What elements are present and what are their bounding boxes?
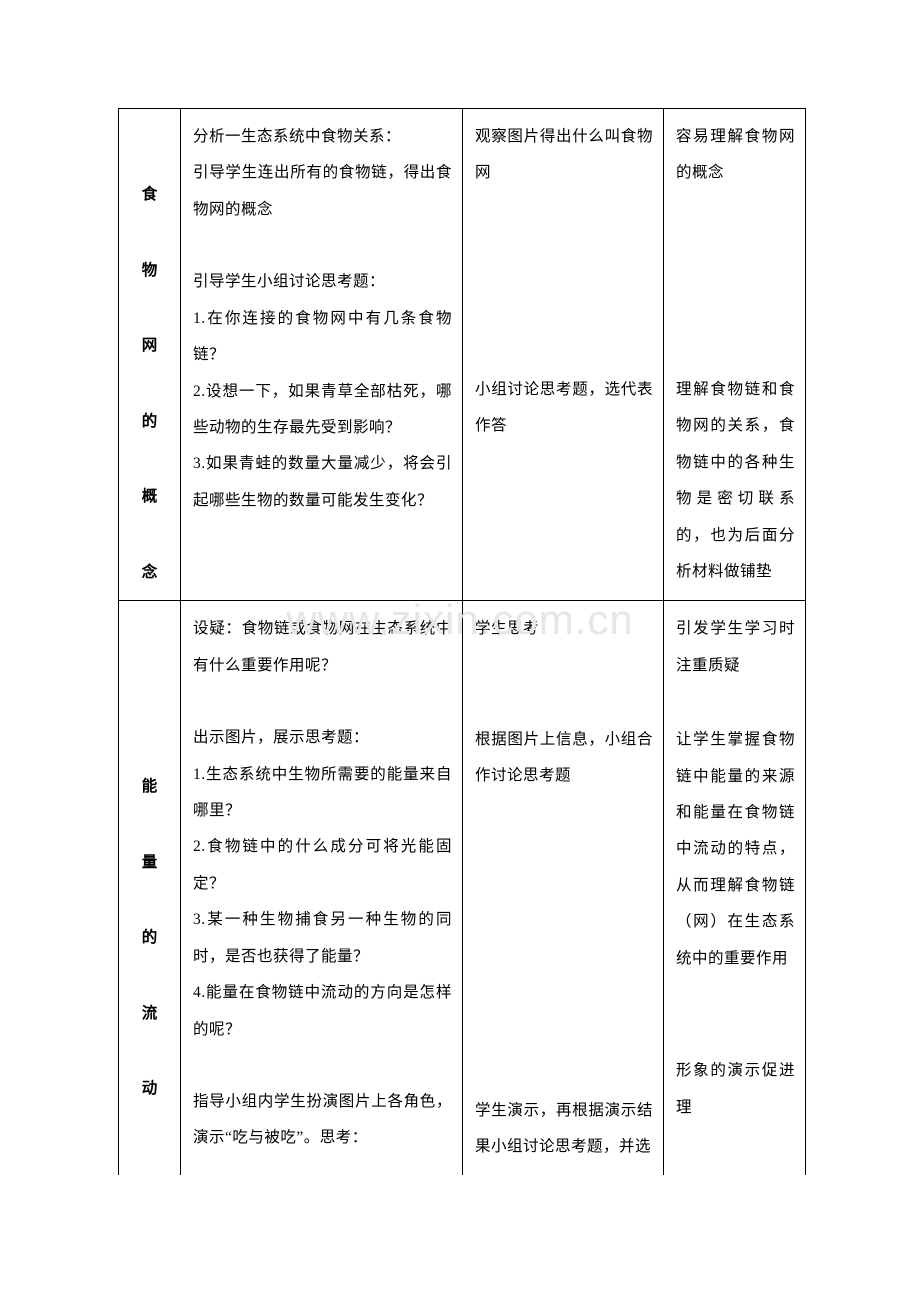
table-row: 食 物 网 的 概 念 分析一生态系统中食物关	[119, 109, 806, 601]
cell-text: 小组讨论思考题，选代表作答	[475, 372, 653, 445]
teacher-activity-cell: 设疑：食物链或食物网在生态系统中有什么重要作用呢？ 出示图片，展示思考题： 1.…	[181, 601, 463, 1176]
cell-text: 引导学生连出所有的食物链，得出食物网的概念	[193, 155, 452, 228]
cell-text: 1.生态系统中生物所需要的能量来自哪里？	[193, 757, 452, 830]
label-char: 量	[142, 854, 158, 871]
label-char: 能	[142, 778, 158, 795]
row-label-cell: 食 物 网 的 概 念	[119, 109, 181, 601]
label-char: 念	[142, 564, 158, 581]
cell-text: 2.食物链中的什么成分可将光能固定？	[193, 829, 452, 902]
cell-text: 让学生掌握食物链中能量的来源和能量在食物链中流动的特点，从而理解食物链（网）在生…	[676, 722, 795, 977]
cell-text: 引发学生学习时注重质疑	[676, 611, 795, 684]
cell-text: 4.能量在食物链中流动的方向是怎样的呢？	[193, 975, 452, 1048]
cell-text: 形象的演示促进理	[676, 1053, 795, 1126]
label-char: 动	[142, 1080, 158, 1097]
label-char: 的	[142, 929, 158, 946]
cell-text: 2.设想一下，如果青草全部枯死，哪些动物的生存最先受到影响？	[193, 374, 452, 447]
label-char: 食	[142, 186, 158, 203]
design-intent-cell: 引发学生学习时注重质疑 让学生掌握食物链中能量的来源和能量在食物链中流动的特点，…	[664, 601, 806, 1176]
cell-text: 指导小组内学生扮演图片上各角色，演示“吃与被吃”。思考：	[193, 1084, 452, 1157]
label-char: 网	[142, 337, 158, 354]
cell-text: 分析一生态系统中食物关系：	[193, 119, 452, 155]
teacher-activity-cell: 分析一生态系统中食物关系： 引导学生连出所有的食物链，得出食物网的概念 引导学生…	[181, 109, 463, 601]
table-row: 能 量 的 流 动 设疑：食物链或食物网在生态系统中有什么重要作用呢？	[119, 601, 806, 1176]
student-activity-cell: 观察图片得出什么叫食物网 小组讨论思考题，选代表作答	[463, 109, 664, 601]
cell-text: 出示图片，展示思考题：	[193, 720, 452, 756]
cell-text: 设疑：食物链或食物网在生态系统中有什么重要作用呢？	[193, 611, 452, 684]
cell-text: 3.某一种生物捕食另一种生物的同时，是否也获得了能量？	[193, 902, 452, 975]
cell-text: 观察图片得出什么叫食物网	[475, 119, 653, 192]
cell-text: 1.在你连接的食物网中有几条食物链？	[193, 301, 452, 374]
cell-text: 学生思考	[475, 611, 653, 647]
design-intent-cell: 容易理解食物网的概念 理解食物链和食物网的关系，食物链中的各种生物是密切联系的，…	[664, 109, 806, 601]
cell-text: 学生演示，再根据演示结果小组讨论思考题，并选	[475, 1093, 653, 1166]
label-char: 物	[142, 262, 158, 279]
label-char: 概	[142, 488, 158, 505]
row-label-cell: 能 量 的 流 动	[119, 601, 181, 1176]
label-char: 的	[142, 413, 158, 430]
lesson-plan-table: 食 物 网 的 概 念 分析一生态系统中食物关	[118, 108, 806, 1175]
student-activity-cell: 学生思考 根据图片上信息，小组合作讨论思考题 学生演示，再根据演示结果小组讨论思…	[463, 601, 664, 1176]
cell-text: 理解食物链和食物网的关系，食物链中的各种生物是密切联系的，也为后面分析材料做铺垫	[676, 372, 795, 591]
cell-text: 引导学生小组讨论思考题：	[193, 264, 452, 300]
label-char: 流	[142, 1005, 158, 1022]
cell-text: 容易理解食物网的概念	[676, 119, 795, 192]
cell-text: 根据图片上信息，小组合作讨论思考题	[475, 722, 653, 795]
cell-text: 3.如果青蛙的数量大量减少，将会引起哪些生物的数量可能发生变化？	[193, 446, 452, 519]
document-page: www.zixin.com.cn 食 物 网 的 概	[0, 0, 920, 1302]
